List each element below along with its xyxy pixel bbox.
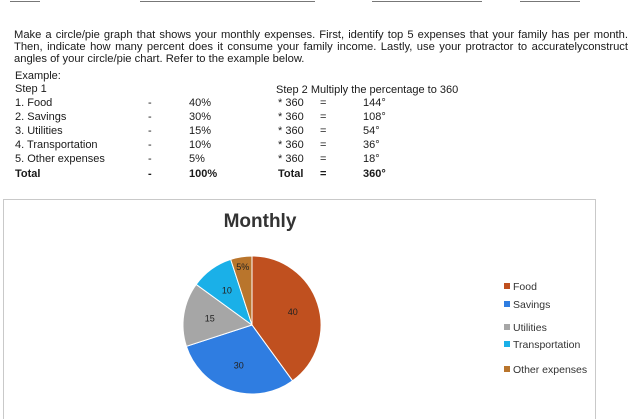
legend-item-other-expenses: Other expenses: [504, 364, 587, 376]
legend-label: Food: [513, 281, 537, 293]
row-item: 5. Other expenses: [15, 153, 105, 165]
table-row: 1. Food - 40% * 360 = 144°: [0, 97, 637, 109]
legend-item-food: Food: [504, 281, 537, 293]
row-percent: 15%: [189, 125, 212, 137]
legend-swatch: [504, 301, 510, 307]
legend-swatch: [504, 324, 510, 330]
row-item: 2. Savings: [15, 111, 67, 123]
row-multiplier: * 360: [278, 139, 304, 151]
legend-item-savings: Savings: [504, 299, 550, 311]
pie-data-label: 15: [205, 313, 215, 323]
total-dash: -: [148, 168, 152, 180]
chart-title: Monthly: [223, 211, 297, 232]
step2-label: Step 2 Multiply the percentage to 360: [276, 84, 459, 96]
row-multiplier: * 360: [278, 153, 304, 165]
row-equals: =: [320, 139, 327, 151]
legend-label: Savings: [513, 299, 551, 311]
pie-slice-savings: [185, 324, 294, 395]
row-multiplier: * 360: [278, 97, 304, 109]
row-equals: =: [320, 97, 327, 109]
step1-label: Step 1: [15, 83, 47, 95]
row-equals: =: [320, 111, 327, 123]
row-equals: =: [320, 125, 327, 137]
legend-swatch: [504, 366, 510, 372]
row-dash: -: [148, 125, 152, 137]
row-multiplier: * 360: [278, 111, 304, 123]
row-percent: 5%: [189, 153, 205, 165]
row-degrees: 36°: [363, 139, 380, 151]
row-degrees: 144°: [363, 97, 386, 109]
legend-item-transportation: Transportation: [504, 339, 580, 351]
table-row: 2. Savings - 30% * 360 = 108°: [0, 111, 637, 123]
total-item: Total: [15, 168, 41, 180]
total-degrees: 360°: [363, 168, 386, 180]
total-label: Total: [278, 168, 304, 180]
row-item: 1. Food: [15, 97, 53, 109]
row-equals: =: [320, 153, 327, 165]
row-dash: -: [148, 97, 152, 109]
row-degrees: 108°: [363, 111, 386, 123]
legend-label: Other expenses: [513, 364, 588, 376]
table-row: 3. Utilities - 15% * 360 = 54°: [0, 125, 637, 137]
row-dash: -: [148, 153, 152, 165]
row-degrees: 54°: [363, 125, 380, 137]
row-percent: 10%: [189, 139, 212, 151]
pie-data-label: 40: [288, 307, 298, 317]
pie-slice-utilities: [182, 283, 254, 347]
legend-label: Utilities: [513, 322, 547, 334]
row-dash: -: [148, 111, 152, 123]
row-percent: 40%: [189, 97, 212, 109]
pie-data-label: 10: [222, 285, 232, 295]
top-divider: [0, 0, 637, 3]
pie-slice-food: [251, 255, 322, 382]
legend-swatch: [504, 341, 510, 347]
instructions-text: Make a circle/pie graph that shows your …: [14, 29, 628, 65]
table-total-row: Total - 100% Total = 360°: [0, 168, 637, 180]
legend-item-utilities: Utilities: [504, 322, 547, 334]
row-degrees: 18°: [363, 153, 380, 165]
table-row: 5. Other expenses - 5% * 360 = 18°: [0, 153, 637, 165]
pie-slice-other-expenses: [230, 255, 253, 326]
pie-data-label: 30: [234, 361, 244, 371]
row-multiplier: * 360: [278, 125, 304, 137]
legend-swatch: [504, 283, 510, 289]
row-item: 3. Utilities: [15, 125, 63, 137]
row-item: 4. Transportation: [15, 139, 98, 151]
legend-label: Transportation: [513, 339, 581, 351]
row-dash: -: [148, 139, 152, 151]
row-percent: 30%: [189, 111, 212, 123]
total-percent: 100%: [189, 168, 218, 180]
table-row: 4. Transportation - 10% * 360 = 36°: [0, 139, 637, 151]
total-equals: =: [320, 168, 327, 180]
example-label: Example:: [15, 70, 61, 82]
pie-data-label: 5%: [236, 262, 249, 272]
